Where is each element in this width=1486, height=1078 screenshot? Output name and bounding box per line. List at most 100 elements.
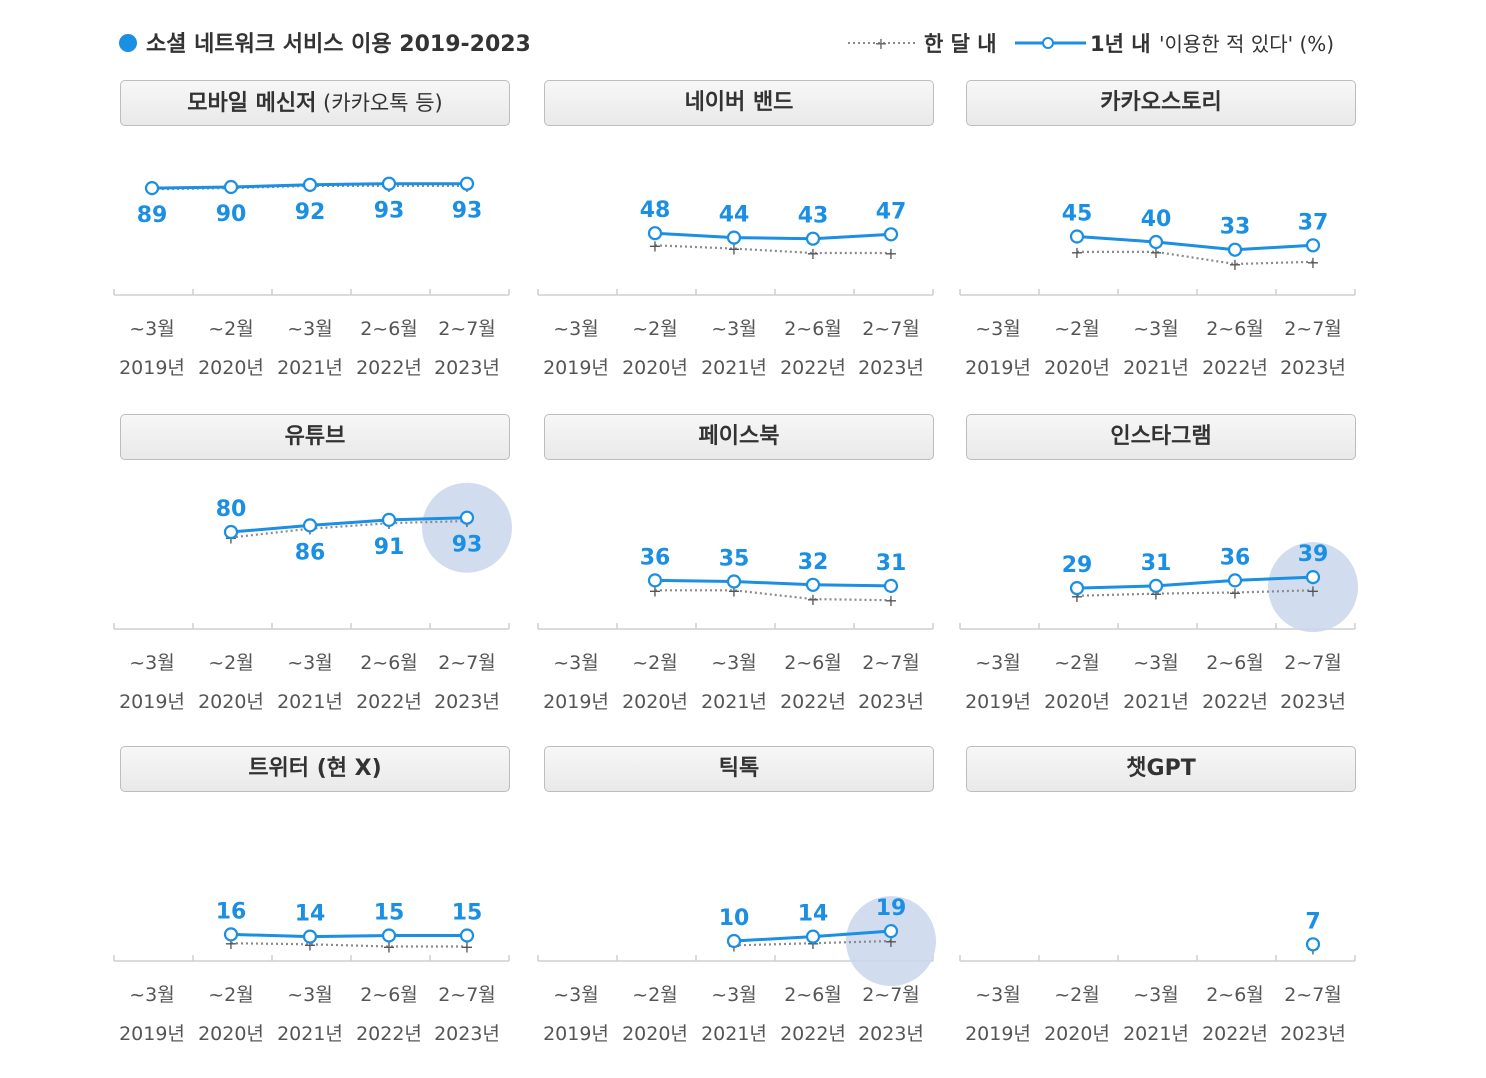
data-label: 15: [452, 901, 483, 926]
series-month-point: +: [884, 244, 897, 263]
panel-title-9: 챗GPT: [966, 746, 1356, 792]
x-tick-label-year: 2022년: [1202, 357, 1268, 379]
x-tick-label-year: 2023년: [434, 357, 500, 379]
data-label: 47: [876, 199, 907, 224]
series-year-point: [1227, 242, 1243, 257]
x-tick-label-year: 2022년: [1202, 691, 1268, 713]
panel-title-main: 모바일 메신저: [187, 91, 317, 116]
series-month-point: +: [727, 240, 740, 259]
x-tick-label-period: ~2월: [632, 318, 678, 340]
series-month-point: +: [1306, 581, 1319, 600]
panel-title-main: 인스타그램: [1110, 424, 1212, 449]
x-tick-label-year: 2020년: [622, 357, 688, 379]
series-month-point: +: [1070, 243, 1083, 262]
x-tick-label-period: 2~6월: [784, 652, 842, 674]
x-tick-label-year: 2021년: [701, 691, 767, 713]
data-label: 10: [719, 906, 750, 931]
series-year-point: [726, 574, 742, 589]
series-year-point: [302, 929, 318, 944]
data-label: 48: [640, 198, 671, 223]
data-label: 16: [216, 899, 247, 924]
series-month-point: +: [1228, 255, 1241, 274]
x-tick-label-year: 2023년: [1280, 691, 1346, 713]
x-tick-label-period: ~3월: [287, 318, 333, 340]
data-label: 89: [137, 203, 168, 228]
x-tick-label-year: 2022년: [780, 1023, 846, 1045]
x-tick-label-year: 2021년: [701, 1023, 767, 1045]
series-year-point: [1069, 580, 1085, 596]
data-label: 35: [719, 547, 750, 572]
legend-suffix-label: '이용한 적 있다' (%): [1159, 32, 1334, 56]
x-tick-label-year: 2019년: [965, 357, 1031, 379]
data-label: 44: [719, 203, 750, 228]
x-tick-label-year: 2023년: [858, 691, 924, 713]
x-tick-label-year: 2021년: [1123, 1023, 1189, 1045]
panel-5: ~3월 2019년 ~2월 2020년 ~3월 2021년 2~6월 2022년 2~7월 202…: [537, 545, 934, 713]
x-tick-label-year: 2023년: [434, 691, 500, 713]
data-label: 39: [1298, 542, 1329, 567]
panel-title-main: 유튜브: [284, 424, 346, 449]
x-tick-label-year: 2023년: [1280, 1023, 1346, 1045]
x-tick-label-period: 2~6월: [360, 318, 418, 340]
series-year-line: [654, 231, 892, 241]
x-tick-label-year: 2021년: [1123, 691, 1189, 713]
x-tick-label-period: ~2월: [208, 984, 254, 1006]
x-tick-label-period: ~3월: [553, 318, 599, 340]
x-tick-label-period: ~3월: [129, 318, 175, 340]
x-tick-label-period: ~2월: [1054, 984, 1100, 1006]
panel-title-3: 카카오스토리: [966, 80, 1356, 126]
x-tick-label-year: 2023년: [434, 1023, 500, 1045]
series-year-line: [230, 516, 468, 534]
panel-title-main: 카카오스토리: [1100, 90, 1222, 115]
x-tick-label-year: 2020년: [1044, 357, 1110, 379]
x-tick-label-year: 2021년: [701, 357, 767, 379]
x-tick-label-period: ~2월: [208, 318, 254, 340]
series-month-point: +: [884, 591, 897, 610]
x-tick-label-period: ~3월: [975, 652, 1021, 674]
x-tick-label-period: ~3월: [1133, 318, 1179, 340]
panel-title-8: 틱톡: [544, 746, 934, 792]
x-tick-label-period: ~3월: [129, 652, 175, 674]
data-label: 90: [216, 202, 247, 227]
data-label: 31: [1141, 551, 1172, 576]
data-label: 93: [452, 199, 483, 224]
x-tick-label-period: ~3월: [711, 318, 757, 340]
highlight-circle: [422, 482, 512, 573]
x-tick-label-period: 2~7월: [862, 318, 920, 340]
data-label: 80: [216, 497, 247, 522]
series-year-point: [223, 179, 239, 195]
panel-8: ~3월 2019년 ~2월 2020년 ~3월 2021년 2~6월 2022년 2~7월 202…: [537, 896, 936, 1045]
x-tick-label-year: 2019년: [119, 1023, 185, 1045]
x-tick-label-period: ~3월: [287, 984, 333, 1006]
data-label: 36: [640, 545, 671, 570]
series-month-line: [655, 589, 892, 602]
title-bullet-icon: [119, 34, 137, 52]
series-year-point: [1148, 578, 1164, 594]
data-label: 32: [798, 550, 829, 575]
series-year-point: [223, 927, 239, 942]
data-label: 37: [1298, 210, 1329, 235]
x-tick-label-year: 2020년: [1044, 691, 1110, 713]
panel-title-main: 챗GPT: [1126, 756, 1196, 781]
series-year-point: [459, 928, 475, 943]
panel-title-7: 트위터 (현 X): [120, 746, 510, 792]
panel-1: ~3월 2019년 ~2월 2020년 ~3월 2021년 2~6월 2022년 2~7월 202…: [113, 176, 510, 379]
x-tick-label-period: ~2월: [1054, 318, 1100, 340]
legend-month-label: 한 달 내: [924, 32, 997, 56]
x-tick-label-period: 2~6월: [784, 984, 842, 1006]
x-tick-label-period: 2~6월: [1206, 652, 1264, 674]
x-tick-label-period: ~3월: [1133, 652, 1179, 674]
data-label: 36: [1220, 545, 1251, 570]
data-label: 15: [374, 901, 405, 926]
x-tick-label-year: 2019년: [543, 357, 609, 379]
series-month-line: [733, 939, 892, 947]
x-tick-label-period: ~3월: [129, 984, 175, 1006]
panel-title-5: 페이스북: [544, 414, 934, 460]
series-month-point: +: [806, 244, 819, 263]
series-month-point: +: [806, 590, 819, 609]
x-tick-label-year: 2019년: [965, 691, 1031, 713]
highlight-circle: [846, 896, 936, 987]
x-tick-label-year: 2020년: [622, 691, 688, 713]
series-year-point: [1069, 229, 1085, 244]
series-year-point: [459, 510, 475, 525]
